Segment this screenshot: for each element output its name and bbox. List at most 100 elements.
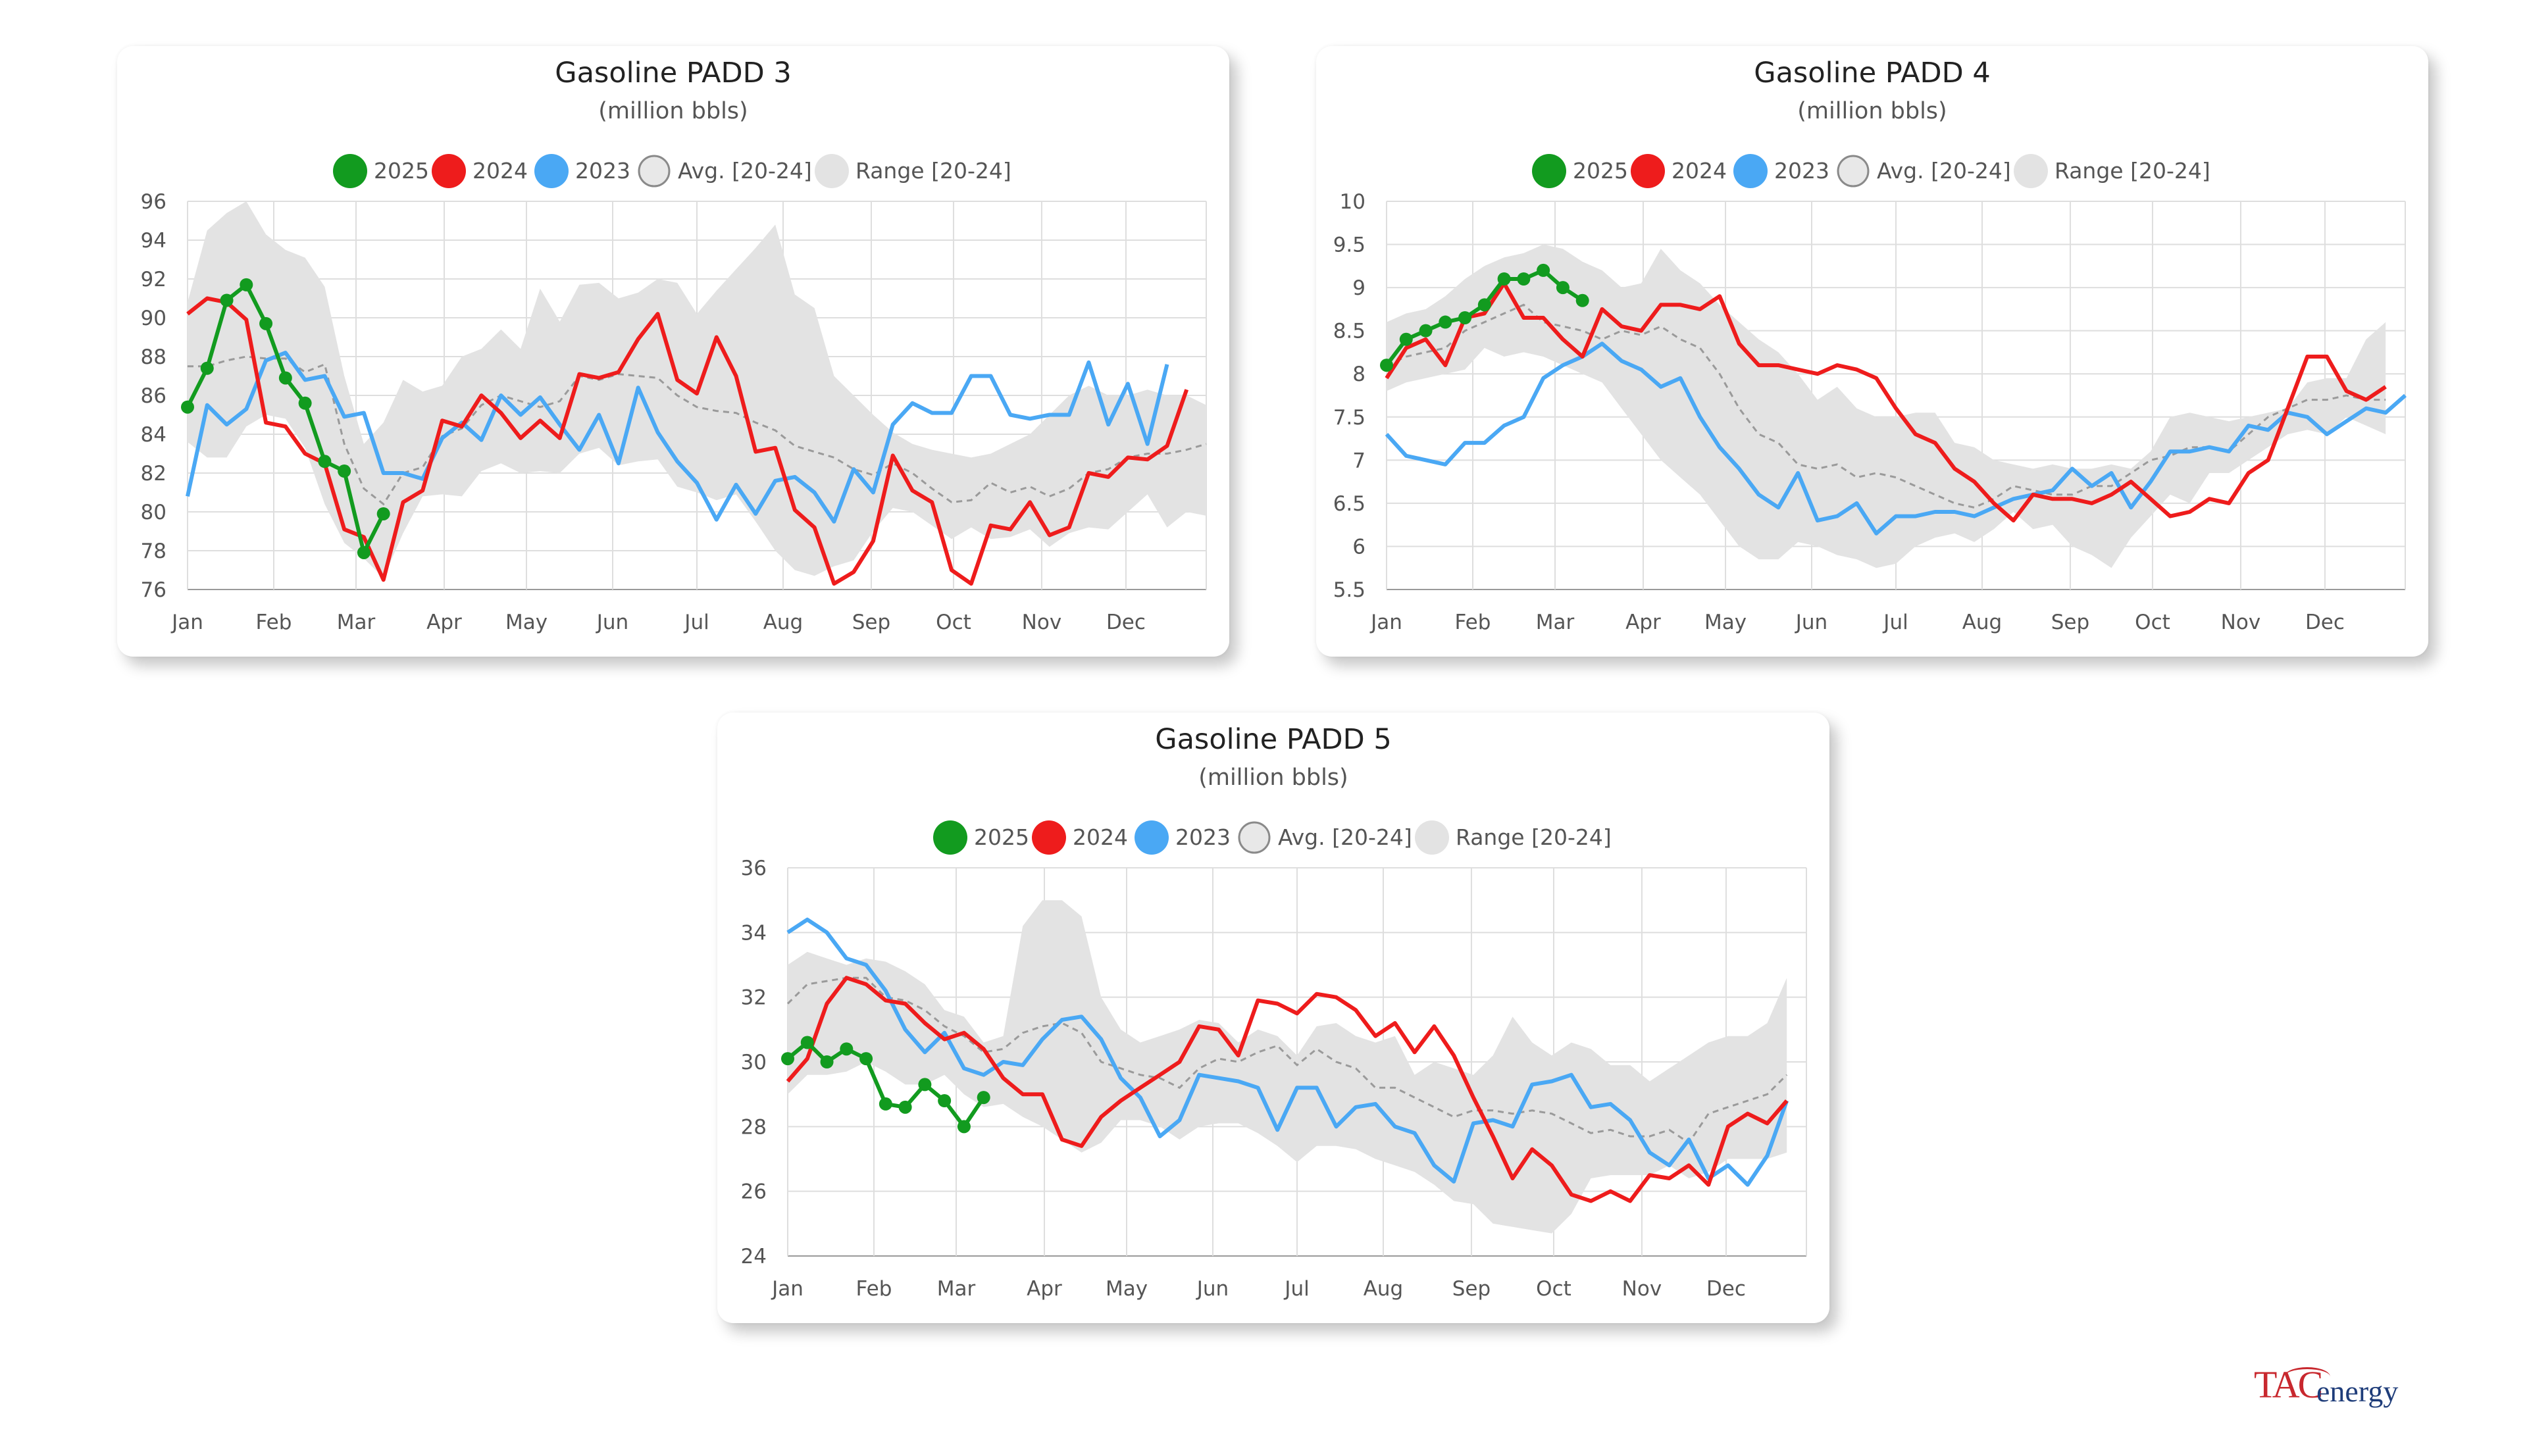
x-tick-label: Mar	[337, 611, 376, 634]
y-tick-label: 8.5	[1333, 320, 1366, 343]
legend-label: 2025	[374, 158, 429, 184]
legend-marker	[933, 820, 967, 855]
legend-label: 2024	[1073, 824, 1128, 850]
avg-line-20-24	[786, 976, 1788, 1144]
series-point-2025	[859, 1052, 873, 1066]
legend-item-2025: 2025	[333, 154, 429, 188]
legend-item-range-20-24: Range [20-24]	[1415, 820, 1612, 855]
legend-marker	[432, 154, 466, 188]
y-tick-label: 84	[141, 423, 166, 447]
legend-item-2025: 2025	[933, 820, 1029, 855]
y-tick-label: 10	[1340, 190, 1366, 214]
legend-label: Range [20-24]	[855, 158, 1011, 184]
chart-padd5: Gasoline PADD 5 (million bbls) 2025 2024 202…	[741, 723, 1807, 1301]
y-tick-label: 28	[741, 1115, 767, 1139]
x-tick-label: Feb	[856, 1277, 892, 1301]
x-tick-label: Apr	[1625, 611, 1661, 634]
x-tick-label: Jun	[596, 611, 628, 634]
x-tick-label: Jan	[771, 1277, 804, 1301]
legend-label: Range [20-24]	[1456, 824, 1612, 850]
x-tick-label: Apr	[426, 611, 462, 634]
legend-label: Avg. [20-24]	[1278, 824, 1412, 850]
x-tick-label: Jul	[1283, 1277, 1309, 1301]
legend-marker	[2014, 154, 2048, 188]
legend-marker	[534, 154, 569, 188]
y-tick-label: 76	[141, 578, 166, 602]
series-point-2025	[1439, 315, 1452, 329]
legend-marker	[1631, 154, 1665, 188]
x-tick-label: Oct	[2135, 611, 2170, 634]
series-point-2025	[1575, 293, 1589, 307]
legend-item-2024: 2024	[432, 154, 528, 188]
y-tick-label: 82	[141, 462, 166, 486]
series-point-2025	[1477, 298, 1491, 312]
x-tick-label: Dec	[2305, 611, 2345, 634]
x-tick-label: Dec	[1706, 1277, 1746, 1301]
series-point-2025	[800, 1036, 814, 1049]
chart-card-padd5: Gasoline PADD 5 (million bbls) 2025 2024 202…	[717, 713, 1829, 1323]
x-tick-label: Jan	[170, 611, 203, 634]
series-point-2025	[298, 396, 312, 410]
chart-padd4: Gasoline PADD 4(million bbls)2025 2024 202…	[1333, 57, 2407, 634]
x-tick-label: Jun	[1196, 1277, 1229, 1301]
legend-marker	[1837, 155, 1870, 188]
y-tick-label: 78	[141, 540, 166, 563]
legend-label: 2024	[472, 158, 528, 184]
y-tick-label: 8	[1352, 363, 1366, 386]
x-tick-label: Jul	[1882, 611, 1908, 634]
series-point-2025	[1556, 281, 1570, 295]
y-tick-label: 36	[741, 857, 767, 880]
legend-marker	[1532, 154, 1566, 188]
chart-title: Gasoline PADD 4	[1754, 57, 1991, 89]
x-tick-label: Mar	[1536, 611, 1575, 634]
legend-item-2024: 2024	[1032, 820, 1128, 855]
legend-item-range-20-24: Range [20-24]	[815, 154, 1011, 188]
legend-item-avg-20-24: Avg. [20-24]	[1837, 155, 2011, 188]
legend-marker	[1032, 820, 1066, 855]
series-point-2025	[338, 464, 351, 478]
series-point-2025	[1458, 311, 1472, 324]
series-line-2024	[1385, 281, 2387, 523]
legend-item-2024: 2024	[1631, 154, 1727, 188]
series-line-2023	[186, 351, 1169, 524]
x-tick-label: Sep	[852, 611, 890, 634]
x-tick-label: Aug	[1962, 611, 2003, 634]
range-band-20-24	[1387, 244, 2386, 568]
x-tick-label: Feb	[1455, 611, 1491, 634]
legend-label: 2025	[1573, 158, 1628, 184]
legend-item-avg-20-24: Avg. [20-24]	[638, 155, 812, 188]
chart-title: Gasoline PADD 3	[555, 57, 792, 89]
series-point-2025	[240, 278, 253, 291]
chart-card-padd3: Gasoline PADD 3 (million bbls) 2025 2024 202…	[117, 46, 1229, 657]
x-tick-label: May	[1704, 611, 1747, 634]
x-tick-label: Oct	[1536, 1277, 1571, 1301]
legend-label: Avg. [20-24]	[1877, 158, 2011, 184]
x-tick-label: Feb	[256, 611, 292, 634]
legend-label: Avg. [20-24]	[678, 158, 812, 184]
series-point-2025	[879, 1097, 892, 1111]
y-tick-label: 24	[741, 1245, 767, 1268]
legend-label: 2023	[1175, 824, 1231, 850]
legend-label: 2024	[1672, 158, 1727, 184]
y-tick-label: 6.5	[1333, 492, 1366, 516]
series-point-2025	[1537, 263, 1550, 277]
legend-item-2023: 2023	[1135, 820, 1231, 855]
series-line-2023	[786, 917, 1789, 1187]
series-line-2023	[1385, 341, 2407, 536]
avg-line-20-24	[188, 355, 1207, 506]
chart-title: Gasoline PADD 5	[1155, 723, 1392, 756]
legend-item-2023: 2023	[534, 154, 630, 188]
logo-energy-text: energy	[2316, 1374, 2399, 1408]
x-tick-label: Sep	[1452, 1277, 1491, 1301]
series-point-2025	[918, 1078, 932, 1092]
y-tick-label: 88	[141, 345, 166, 369]
series-point-2025	[278, 371, 292, 385]
y-tick-label: 7	[1352, 449, 1366, 472]
x-tick-label: Aug	[1364, 1277, 1404, 1301]
chart-subtitle: (million bbls)	[1198, 765, 1348, 791]
chart-card-padd4: Gasoline PADD 4 (million bbls) 2025 2024 202…	[1316, 46, 2428, 657]
legend-label: 2025	[974, 824, 1029, 850]
legend-marker	[333, 154, 367, 188]
series-point-2025	[1380, 359, 1393, 372]
legend-label: 2023	[575, 158, 630, 184]
